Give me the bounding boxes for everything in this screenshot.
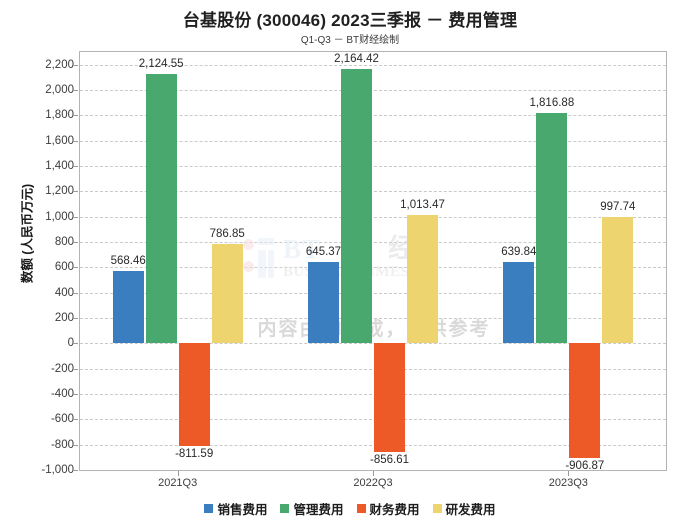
gridline (80, 394, 666, 395)
gridline (80, 292, 666, 294)
y-axis-tick-label: 400 (54, 286, 74, 299)
y-axis-tick-mark (73, 90, 78, 91)
bar-value-label: -811.59 (175, 448, 214, 461)
legend-label: 销售费用 (217, 503, 268, 517)
y-axis-tick-mark (73, 343, 78, 345)
gridline (80, 115, 666, 117)
bar-value-label: -856.61 (369, 453, 410, 466)
bar[interactable] (341, 69, 372, 344)
bar[interactable] (569, 343, 601, 459)
bar[interactable] (536, 113, 568, 344)
legend-swatch-icon (356, 504, 366, 513)
y-axis-tick-mark (73, 419, 78, 421)
y-axis-tick-label: -400 (50, 388, 74, 400)
x-axis-tick-mark (373, 471, 374, 476)
legend-swatch-icon (432, 504, 442, 513)
bar-value-label: 645.37 (305, 245, 342, 258)
y-axis-tick-mark (73, 444, 78, 446)
y-axis-tick-label: -200 (50, 362, 74, 375)
bar-value-label: 568.46 (110, 255, 146, 268)
legend-item[interactable]: 研发费用 (432, 499, 496, 518)
legend-label: 财务费用 (369, 503, 420, 517)
gridline (80, 90, 666, 91)
y-axis-tick-label: -1,000 (41, 464, 74, 476)
y-axis-tick-mark (73, 216, 78, 218)
legend-item[interactable]: 管理费用 (280, 499, 344, 518)
bar[interactable] (503, 262, 535, 344)
y-axis-tick-label: 2,000 (45, 84, 74, 96)
gridline (80, 444, 666, 446)
y-axis-tick-label: 1,600 (45, 134, 74, 147)
gridline (80, 419, 666, 421)
bar-value-label: 786.85 (209, 227, 245, 240)
gridline (80, 191, 666, 193)
gridline (80, 267, 666, 269)
y-axis-tick-mark (73, 166, 78, 167)
bar[interactable] (374, 343, 405, 452)
bar[interactable] (308, 261, 339, 344)
gridline (80, 368, 666, 370)
y-axis-tick-label: 1,400 (45, 160, 74, 172)
x-axis-tick-mark (568, 471, 570, 476)
legend-item[interactable]: 销售费用 (204, 499, 267, 518)
y-axis-tick-mark (73, 140, 78, 142)
bar[interactable] (178, 343, 210, 447)
gridline (80, 166, 666, 167)
bar-value-label: 2,164.42 (334, 53, 379, 66)
bar-value-label: 1,013.47 (400, 198, 445, 211)
chart-subtitle: Q1-Q3 － BT财经绘制 (300, 35, 400, 46)
gridline (80, 216, 666, 218)
legend-swatch-icon (280, 504, 290, 513)
bar-value-label: 1,816.88 (529, 97, 575, 110)
y-axis-tick-labels: 2,200 2,000 1,800 1,600 1,400 1,200 1,000 800 60… (0, 51, 78, 476)
bar[interactable] (211, 243, 243, 344)
legend-label: 研发费用 (445, 503, 496, 517)
bar-value-label: 997.74 (600, 200, 636, 213)
plot-area: 568.46 2,124.55 -811.59 786.85 645.37 2,164.4… (79, 51, 667, 471)
gridline (80, 64, 666, 66)
x-axis-tick-mark (177, 471, 179, 476)
legend-item[interactable]: 财务费用 (356, 499, 420, 518)
y-axis-tick-mark (73, 191, 78, 193)
y-axis-tick-mark (73, 267, 78, 269)
y-axis-tick-label: -800 (50, 438, 74, 451)
gridline (80, 242, 666, 243)
y-axis-tick-label: 600 (54, 261, 74, 274)
y-axis-tick-mark (73, 115, 78, 117)
legend-label: 管理费用 (293, 503, 344, 517)
y-axis-tick-mark (73, 368, 78, 370)
bar-value-label: 2,124.55 (138, 58, 184, 71)
chart-title: 台基股份 (300046) 2023三季报 － 费用管理 (182, 11, 518, 30)
y-axis-tick-label: 1,200 (45, 185, 74, 198)
bar-value-label: 639.84 (501, 246, 537, 259)
gridline (80, 343, 666, 345)
y-axis-tick-mark (73, 470, 78, 471)
y-axis-tick-mark (73, 292, 78, 294)
y-axis-tick-mark (73, 318, 78, 319)
y-axis-tick-label: 800 (54, 236, 74, 248)
x-axis: 2021Q3 2022Q3 2023Q3 (79, 471, 667, 497)
y-axis-tick-label: 200 (54, 312, 74, 324)
x-axis-tick-label: 2023Q3 (548, 477, 588, 489)
gridline (80, 318, 666, 319)
gridline (80, 140, 666, 142)
x-axis-tick-label: 2021Q3 (158, 477, 198, 489)
y-axis-tick-label: 2,200 (45, 58, 74, 71)
bar[interactable] (407, 214, 438, 344)
chart-legend: 销售费用 管理费用 财务费用 研发费用 (0, 499, 700, 518)
legend-swatch-icon (204, 504, 214, 513)
bar[interactable] (602, 216, 634, 344)
y-axis-tick-mark (73, 394, 78, 395)
y-axis-tick-label: 1,800 (45, 109, 74, 122)
y-axis-tick-label: -600 (50, 413, 74, 426)
bar[interactable] (145, 74, 177, 344)
bar[interactable] (112, 271, 144, 344)
y-axis-tick-mark (73, 242, 78, 243)
bar-value-label: -906.87 (565, 460, 605, 471)
y-axis-tick-label: 1,000 (45, 210, 74, 223)
y-axis-tick-label: 0 (67, 337, 74, 350)
x-axis-tick-label: 2022Q3 (353, 477, 393, 489)
y-axis-tick-mark (73, 64, 78, 66)
